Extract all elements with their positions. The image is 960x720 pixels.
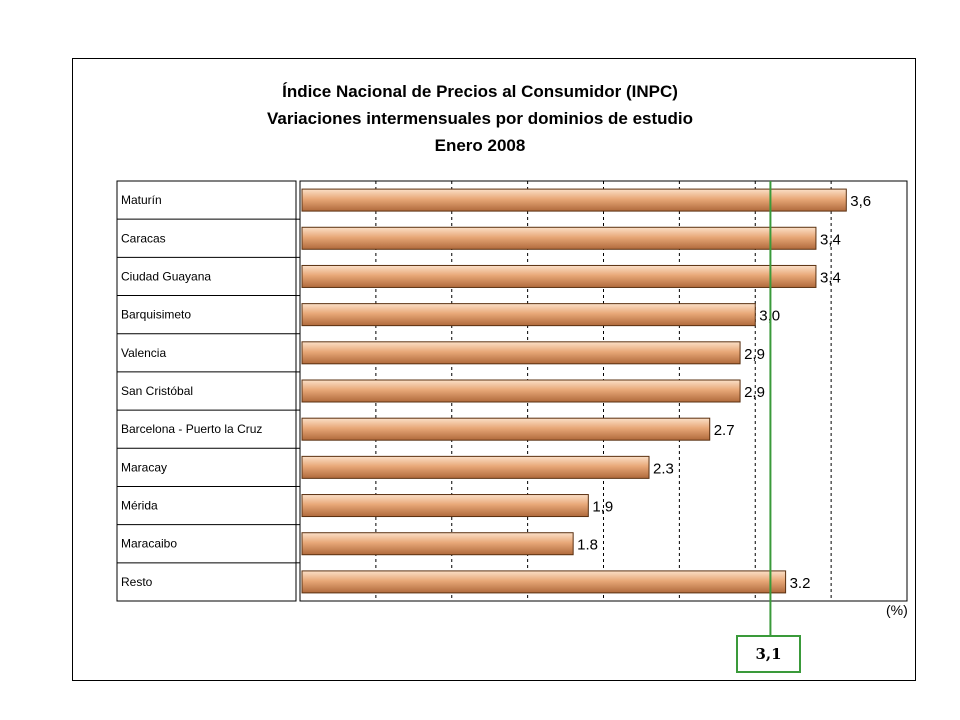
category-label: Valencia [121, 346, 166, 360]
value-label: 1.8 [577, 537, 598, 554]
reference-value-label: 3,1 [755, 645, 782, 663]
bar [301, 570, 787, 594]
chart-subtitle: Variaciones intermensuales por dominios … [266, 109, 694, 128]
category-label: Caracas [121, 231, 166, 245]
reference-value-box: 3,1 [736, 635, 801, 673]
bar [301, 188, 847, 212]
category-label: San Cristóbal [121, 384, 193, 398]
category-label: Maracaibo [121, 537, 177, 551]
value-label: 2.7 [714, 422, 735, 439]
chart-period: Enero 2008 [434, 136, 526, 155]
bar [301, 455, 650, 479]
category-label: Ciudad Guayana [121, 269, 211, 283]
bar [301, 264, 817, 288]
category-label: Barcelona - Puerto la Cruz [121, 422, 262, 436]
bar [301, 532, 574, 556]
x-unit-label: (%) [886, 602, 908, 618]
category-label: Barquisimeto [121, 308, 191, 322]
category-label: Maracay [121, 460, 167, 474]
chart-title: Índice Nacional de Precios al Consumidor… [282, 82, 678, 101]
value-label: 3.2 [790, 575, 811, 592]
value-label: 2,9 [744, 346, 765, 363]
value-label: 3,4 [820, 269, 841, 286]
category-label: Resto [121, 575, 153, 589]
value-label: 2.3 [653, 460, 674, 477]
value-label: 2,9 [744, 384, 765, 401]
category-label: Mérida [121, 499, 158, 513]
value-label: 3,6 [850, 193, 871, 210]
bar [301, 417, 711, 441]
bar [301, 379, 741, 403]
value-label: 1,9 [592, 499, 613, 516]
bar [301, 226, 817, 250]
value-label: 3,4 [820, 231, 841, 248]
bar [301, 303, 756, 327]
bar [301, 494, 589, 518]
bar [301, 341, 741, 365]
category-label: Maturín [121, 193, 162, 207]
category-table [116, 180, 297, 602]
